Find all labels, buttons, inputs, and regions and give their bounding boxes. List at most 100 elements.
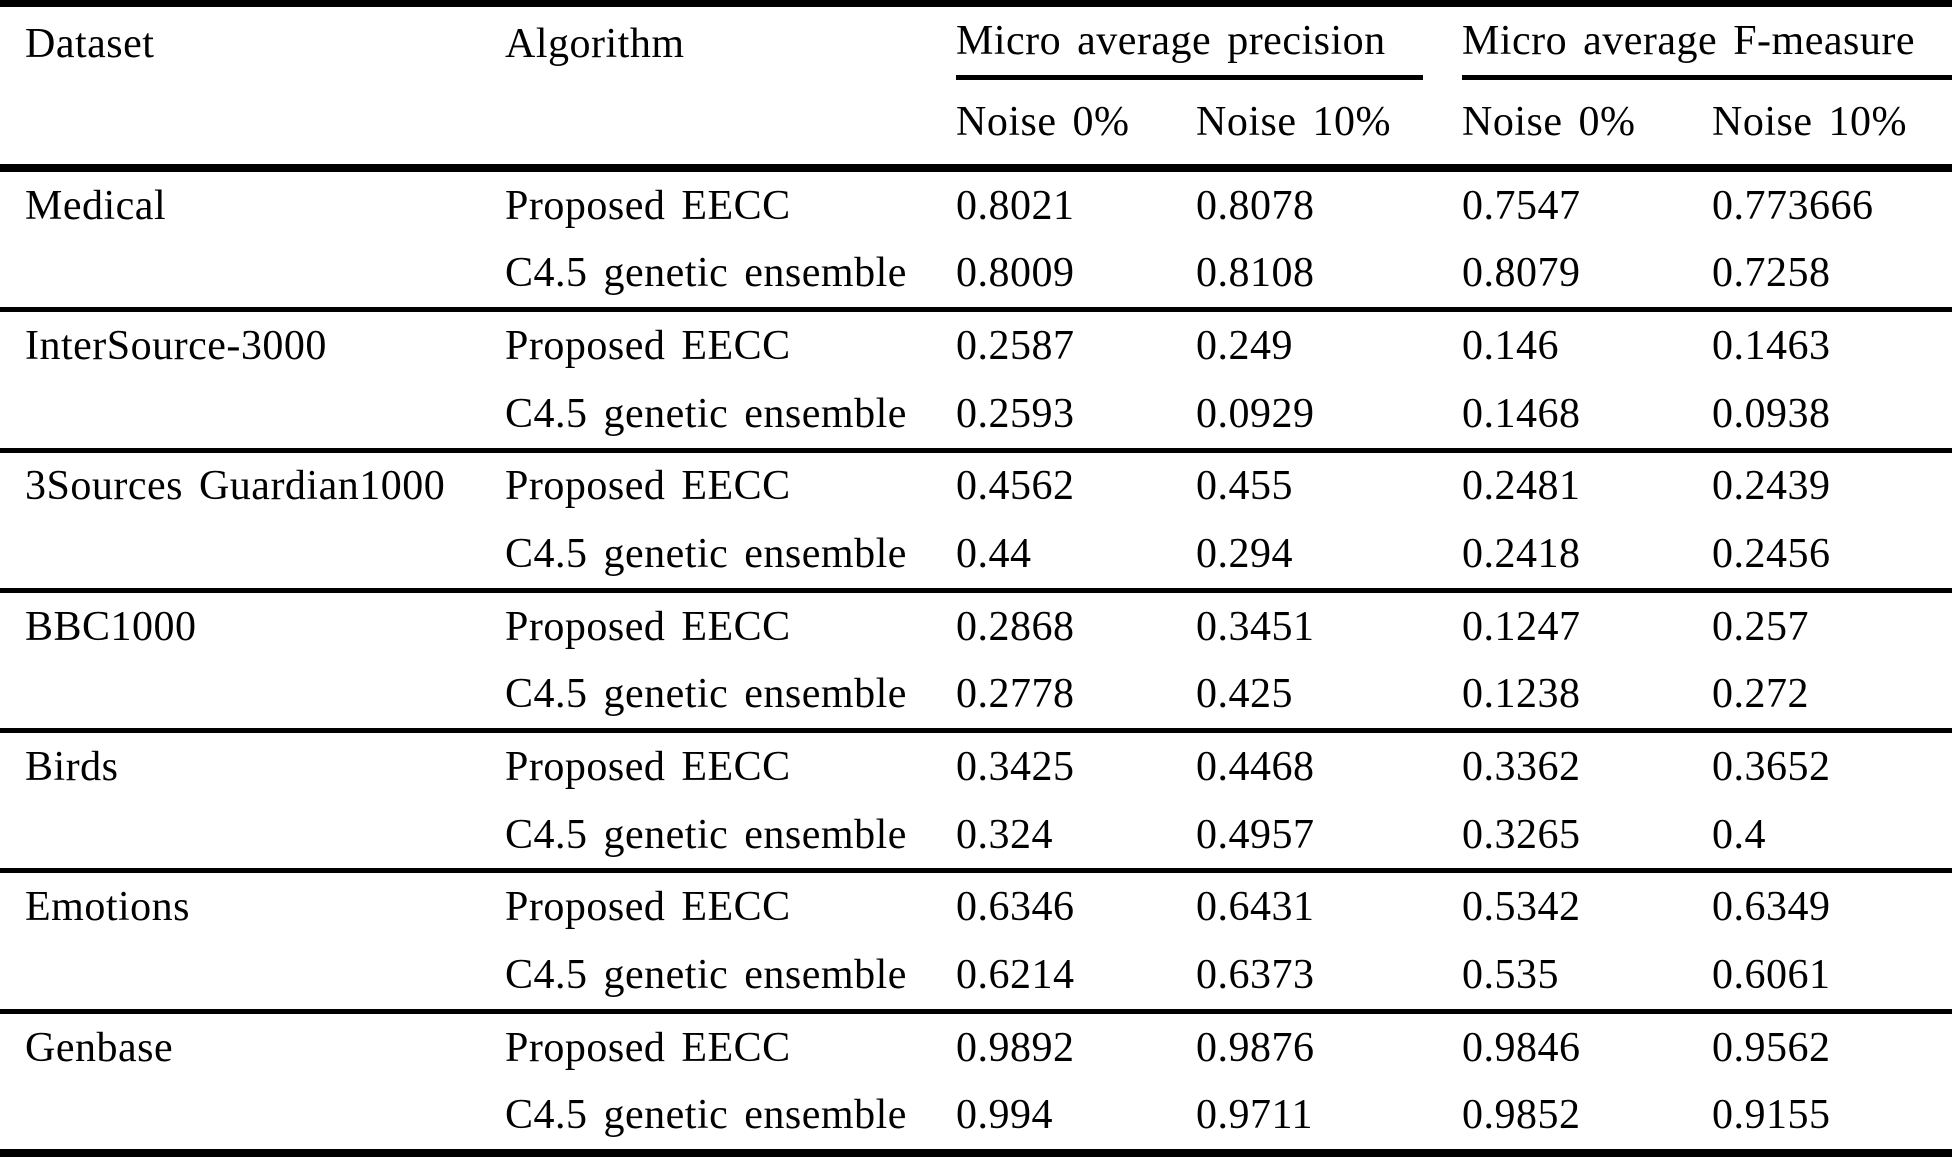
value-precision-noise10: 0.3451 [1196,603,1315,650]
algorithm-name: Proposed EECC [505,603,791,650]
table-row: C4.5 genetic ensemble 0.44 0.294 0.2418 … [0,520,1952,588]
header-spacer [0,80,505,164]
table-row: C4.5 genetic ensemble 0.2778 0.425 0.123… [0,660,1952,728]
dataset-name: Birds [25,743,119,790]
value-precision-noise0: 0.2587 [956,323,1075,370]
algorithm-name: C4.5 genetic ensemble [505,1092,907,1139]
dataset-name: Emotions [25,884,191,931]
table-row: InterSource-3000 Proposed EECC 0.2587 0.… [0,312,1952,380]
column-header-algorithm: Algorithm [505,20,685,67]
value-precision-noise0: 0.2593 [956,390,1075,437]
dataset-name: Genbase [25,1024,174,1071]
value-precision-noise10: 0.4468 [1196,743,1315,790]
algorithm-name: Proposed EECC [505,1024,791,1071]
dataset-group-birds: Birds Proposed EECC 0.3425 0.4468 0.3362… [0,733,1952,874]
header-spacer [505,80,956,164]
algorithm-name: Proposed EECC [505,743,791,790]
value-fmeasure-noise10: 0.6349 [1712,884,1831,931]
table-row: 3Sources Guardian1000 Proposed EECC 0.45… [0,453,1952,521]
value-precision-noise0: 0.994 [956,1092,1053,1139]
value-fmeasure-noise0: 0.2481 [1462,463,1581,510]
value-precision-noise0: 0.2868 [956,603,1075,650]
value-fmeasure-noise0: 0.9852 [1462,1092,1581,1139]
dataset-group-medical: Medical Proposed EECC 0.8021 0.8078 0.75… [0,172,1952,313]
algorithm-name: Proposed EECC [505,884,791,931]
value-fmeasure-noise0: 0.1238 [1462,671,1581,718]
value-fmeasure-noise0: 0.5342 [1462,884,1581,931]
value-precision-noise0: 0.6214 [956,951,1075,998]
table-row: Emotions Proposed EECC 0.6346 0.6431 0.5… [0,873,1952,941]
value-fmeasure-noise10: 0.9562 [1712,1024,1831,1071]
value-fmeasure-noise0: 0.3362 [1462,743,1581,790]
table-row: Birds Proposed EECC 0.3425 0.4468 0.3362… [0,733,1952,801]
algorithm-name: C4.5 genetic ensemble [505,250,907,297]
dataset-name-spacer [0,380,505,448]
dataset-name-spacer [0,660,505,728]
value-fmeasure-noise10: 0.2439 [1712,463,1831,510]
subheader-precision-noise10: Noise 10% [1196,99,1391,145]
table-row: C4.5 genetic ensemble 0.2593 0.0929 0.14… [0,380,1952,448]
value-precision-noise0: 0.9892 [956,1024,1075,1071]
value-fmeasure-noise10: 0.257 [1712,603,1809,650]
value-fmeasure-noise0: 0.7547 [1462,182,1581,229]
algorithm-name: C4.5 genetic ensemble [505,531,907,578]
value-fmeasure-noise0: 0.8079 [1462,250,1581,297]
value-precision-noise10: 0.455 [1196,463,1293,510]
value-precision-noise0: 0.3425 [956,743,1075,790]
table-row: BBC1000 Proposed EECC 0.2868 0.3451 0.12… [0,593,1952,661]
dataset-name: 3Sources Guardian1000 [25,463,446,510]
header-row-noise: Noise 0% Noise 10% Noise 0% Noise 10% [0,80,1952,164]
table-header: Dataset Algorithm Micro average precisio… [0,7,1952,172]
value-fmeasure-noise0: 0.146 [1462,323,1559,370]
value-fmeasure-noise0: 0.9846 [1462,1024,1581,1071]
table-row: Genbase Proposed EECC 0.9892 0.9876 0.98… [0,1014,1952,1082]
dataset-name-spacer [0,801,505,869]
subheader-precision-noise0: Noise 0% [956,99,1130,145]
algorithm-name: Proposed EECC [505,323,791,370]
subheader-fmeasure-noise0: Noise 0% [1462,99,1636,145]
column-header-dataset: Dataset [25,20,155,67]
value-fmeasure-noise0: 0.1247 [1462,603,1581,650]
value-fmeasure-noise10: 0.1463 [1712,323,1831,370]
dataset-name-spacer [0,520,505,588]
dataset-name-spacer [0,941,505,1009]
value-precision-noise0: 0.324 [956,811,1053,858]
dataset-name: BBC1000 [25,603,197,650]
table-row: Medical Proposed EECC 0.8021 0.8078 0.75… [0,172,1952,240]
dataset-group-genbase: Genbase Proposed EECC 0.9892 0.9876 0.98… [0,1014,1952,1149]
value-fmeasure-noise10: 0.3652 [1712,743,1831,790]
value-precision-noise0: 0.6346 [956,884,1075,931]
value-fmeasure-noise10: 0.272 [1712,671,1809,718]
value-fmeasure-noise0: 0.3265 [1462,811,1581,858]
value-precision-noise10: 0.9711 [1196,1092,1313,1139]
algorithm-name: C4.5 genetic ensemble [505,390,907,437]
table-row: C4.5 genetic ensemble 0.994 0.9711 0.985… [0,1081,1952,1149]
subheader-fmeasure-noise10: Noise 10% [1712,99,1907,145]
value-precision-noise10: 0.4957 [1196,811,1315,858]
value-fmeasure-noise10: 0.7258 [1712,250,1831,297]
value-fmeasure-noise10: 0.9155 [1712,1092,1831,1139]
value-precision-noise10: 0.8078 [1196,182,1315,229]
value-fmeasure-noise0: 0.1468 [1462,390,1581,437]
value-precision-noise10: 0.8108 [1196,250,1315,297]
value-fmeasure-noise10: 0.0938 [1712,390,1831,437]
dataset-group-3sources-guardian1000: 3Sources Guardian1000 Proposed EECC 0.45… [0,453,1952,593]
value-precision-noise10: 0.6373 [1196,951,1315,998]
value-precision-noise0: 0.44 [956,531,1032,578]
value-fmeasure-noise10: 0.2456 [1712,531,1831,578]
algorithm-name: C4.5 genetic ensemble [505,671,907,718]
dataset-name-spacer [0,240,505,308]
algorithm-name: Proposed EECC [505,463,791,510]
value-precision-noise0: 0.4562 [956,463,1075,510]
value-precision-noise0: 0.8009 [956,250,1075,297]
column-group-fmeasure: Micro average F-measure [1462,7,1952,80]
value-precision-noise10: 0.9876 [1196,1024,1315,1071]
algorithm-name: Proposed EECC [505,182,791,229]
table-row: C4.5 genetic ensemble 0.6214 0.6373 0.53… [0,941,1952,1009]
dataset-name: InterSource-3000 [25,323,327,370]
dataset-group-bbc1000: BBC1000 Proposed EECC 0.2868 0.3451 0.12… [0,593,1952,734]
value-fmeasure-noise10: 0.4 [1712,811,1766,858]
header-row-groups: Dataset Algorithm Micro average precisio… [0,7,1952,80]
